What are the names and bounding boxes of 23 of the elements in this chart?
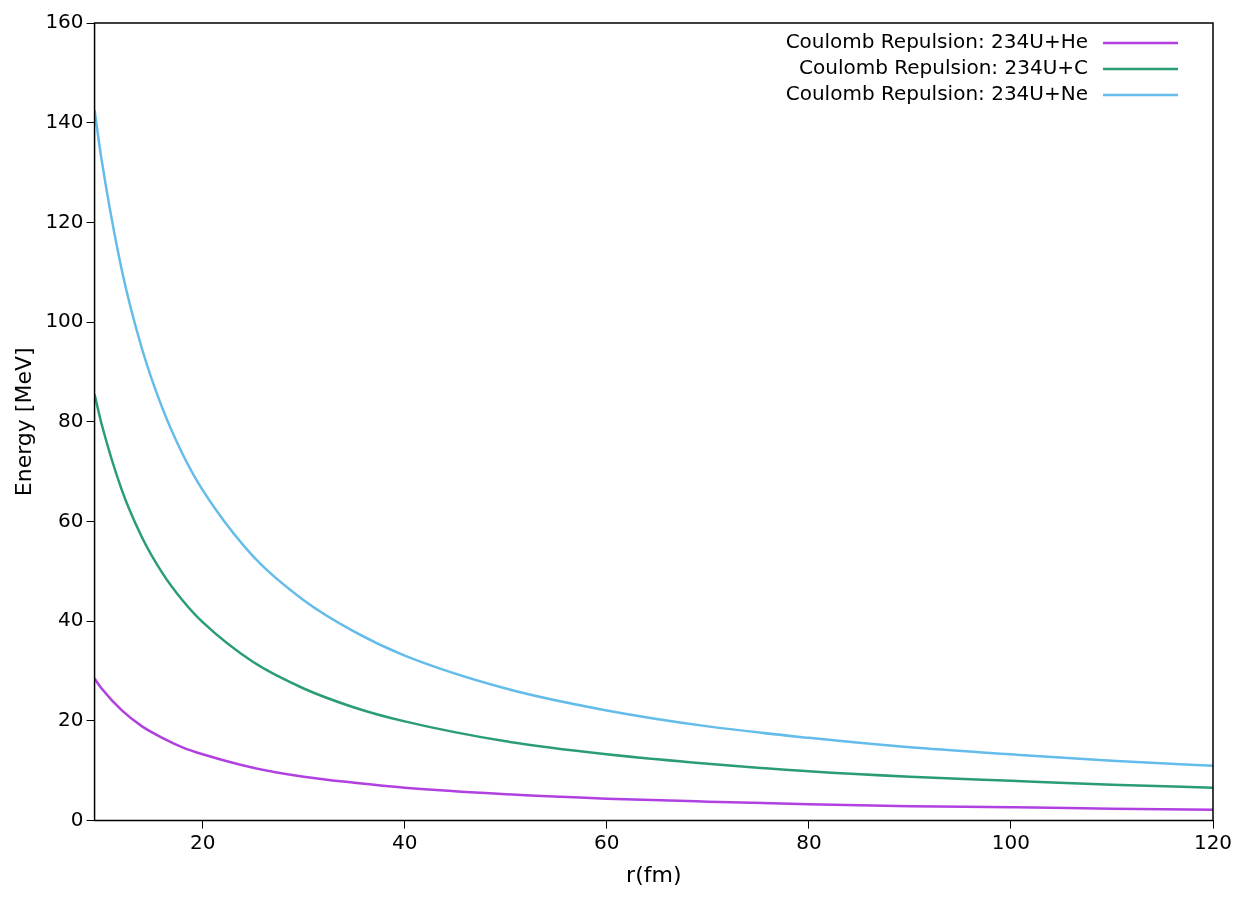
- x-tick-label: 40: [392, 829, 418, 854]
- y-tick-label: 140: [45, 108, 84, 133]
- y-tick-label: 120: [45, 208, 84, 233]
- x-axis-title: r(fm): [626, 861, 682, 887]
- legend-label: Coulomb Repulsion: 234U+C: [799, 55, 1088, 80]
- y-tick-label: 40: [58, 607, 84, 632]
- y-tick-label: 80: [58, 408, 84, 432]
- y-tick-label: 100: [45, 308, 84, 333]
- legend-label: Coulomb Repulsion: 234U+He: [785, 29, 1088, 54]
- line-series: [94, 393, 1213, 789]
- x-tick-label: 80: [796, 829, 822, 854]
- y-tick-label: 160: [45, 9, 84, 34]
- x-tick-label: 20: [189, 829, 216, 854]
- y-tick-label: 0: [70, 806, 84, 831]
- line-series: [94, 677, 1213, 811]
- x-tick-label: 120: [1193, 829, 1233, 854]
- y-tick-label: 60: [58, 507, 84, 532]
- legend-label: Coulomb Repulsion: 234U+Ne: [785, 81, 1088, 106]
- x-tick-label: 60: [594, 829, 620, 854]
- x-tick-label: 100: [991, 829, 1031, 854]
- y-axis-title: Energy [MeV]: [10, 347, 36, 497]
- y-tick-label: 20: [58, 707, 84, 732]
- line-series: [94, 108, 1213, 768]
